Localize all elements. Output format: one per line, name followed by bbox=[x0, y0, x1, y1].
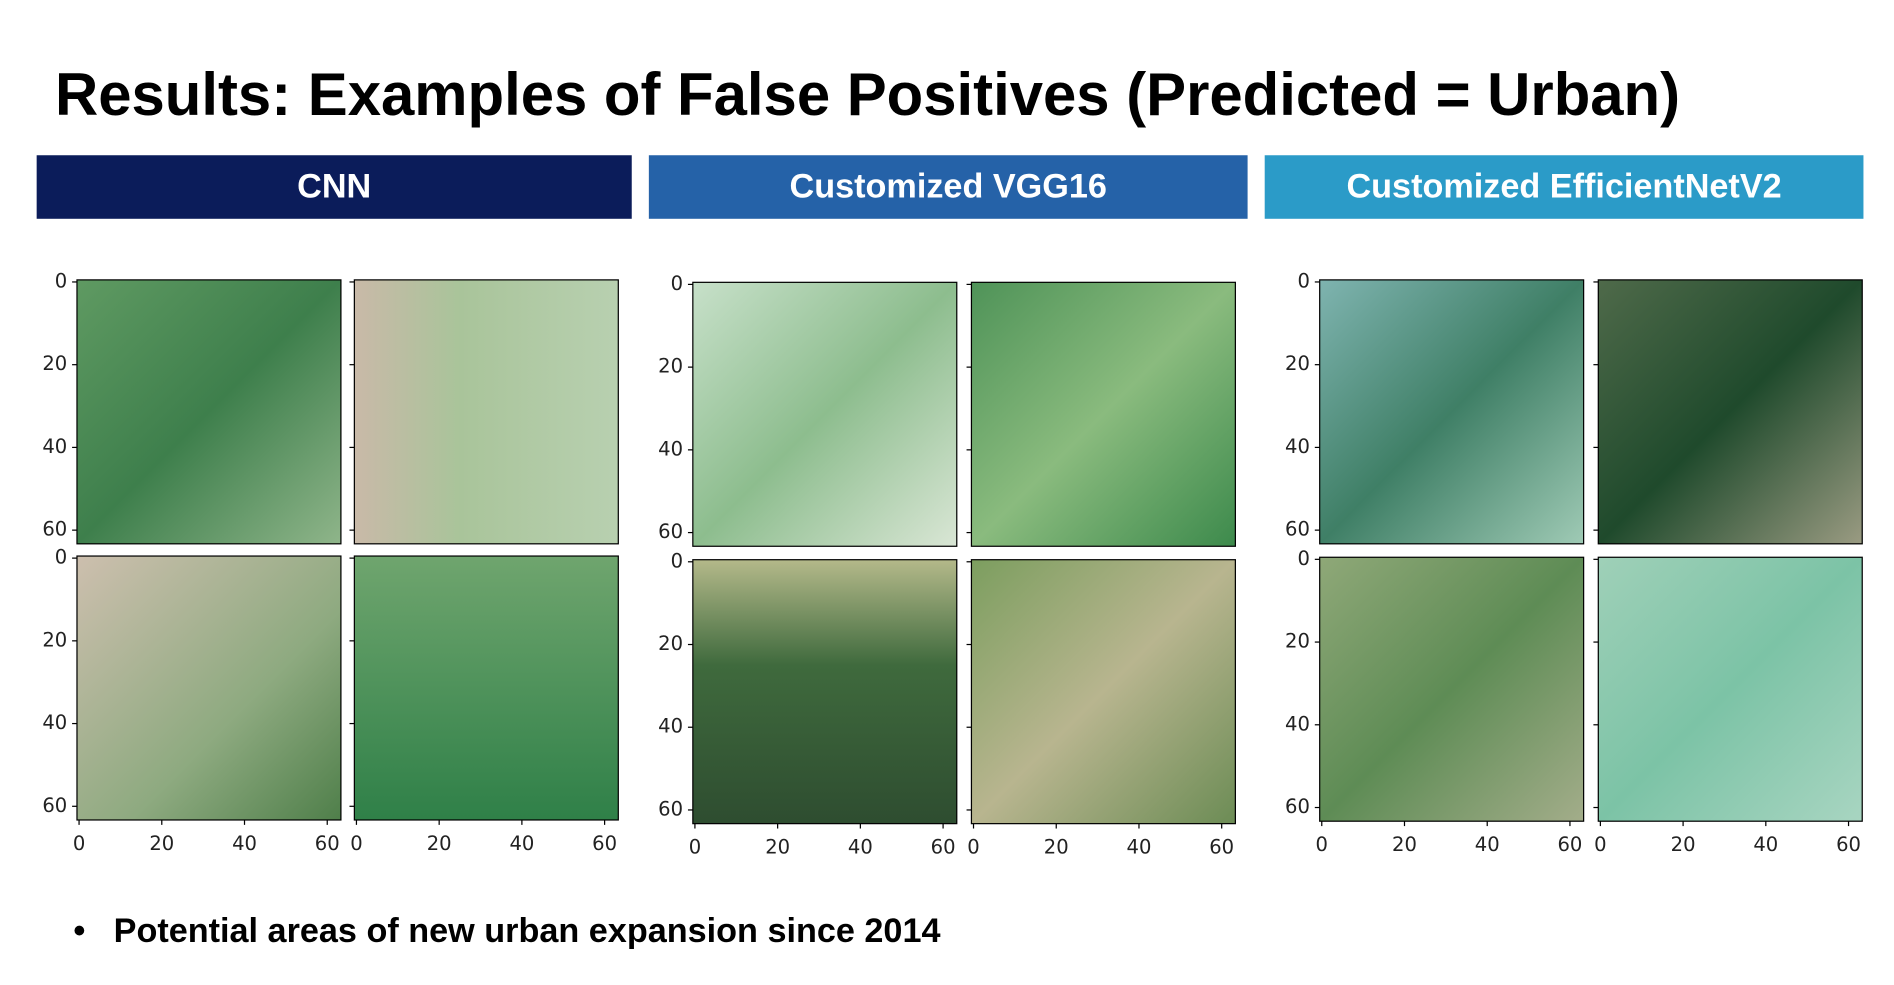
x-tick-label: 20 bbox=[1044, 836, 1069, 859]
y-tick-label: 0 bbox=[1297, 269, 1309, 292]
y-tick-label: 40 bbox=[42, 435, 67, 458]
x-tick-label: 0 bbox=[967, 836, 979, 859]
x-tick-label: 20 bbox=[765, 836, 790, 859]
satellite-image bbox=[970, 559, 1236, 825]
satellite-image bbox=[353, 279, 619, 545]
y-tick-label: 20 bbox=[1285, 630, 1310, 653]
y-tick-label: 60 bbox=[42, 794, 67, 817]
x-tick-label: 60 bbox=[931, 836, 956, 859]
x-tick-label: 20 bbox=[1671, 833, 1696, 856]
x-tick-label: 20 bbox=[149, 832, 174, 855]
y-tick-label: 40 bbox=[1285, 435, 1310, 458]
satellite-image bbox=[76, 555, 342, 821]
panel-header bbox=[36, 155, 632, 219]
x-tick-label: 40 bbox=[1475, 833, 1500, 856]
satellite-image bbox=[970, 281, 1236, 547]
y-tick-label: 0 bbox=[1297, 547, 1309, 570]
y-tick-label: 20 bbox=[658, 632, 683, 655]
panel-header-text: Customized VGG16 bbox=[790, 167, 1107, 205]
x-tick-label: 60 bbox=[315, 832, 340, 855]
y-tick-label: 60 bbox=[658, 520, 683, 543]
satellite-image bbox=[692, 559, 958, 825]
x-tick-label: 0 bbox=[350, 832, 362, 855]
satellite-image bbox=[1319, 556, 1585, 822]
panel-header bbox=[1264, 155, 1864, 219]
satellite-image bbox=[353, 555, 619, 821]
x-tick-label: 0 bbox=[1316, 833, 1328, 856]
y-tick-label: 0 bbox=[55, 546, 67, 569]
y-tick-label: 20 bbox=[42, 352, 67, 375]
x-tick-label: 40 bbox=[1127, 836, 1152, 859]
x-tick-label: 0 bbox=[73, 832, 85, 855]
x-tick-label: 60 bbox=[592, 832, 617, 855]
y-tick-label: 20 bbox=[658, 355, 683, 378]
y-tick-label: 20 bbox=[42, 628, 67, 651]
x-tick-label: 40 bbox=[509, 832, 534, 855]
x-tick-label: 60 bbox=[1558, 833, 1583, 856]
x-tick-label: 0 bbox=[1594, 833, 1606, 856]
x-tick-label: 20 bbox=[427, 832, 452, 855]
y-tick-label: 60 bbox=[658, 797, 683, 820]
satellite-image bbox=[76, 279, 342, 545]
y-tick-label: 60 bbox=[1285, 518, 1310, 541]
y-tick-label: 0 bbox=[55, 269, 67, 292]
satellite-image bbox=[1597, 279, 1863, 545]
bullet-text: Potential areas of new urban expansion s… bbox=[114, 912, 941, 950]
y-tick-label: 40 bbox=[658, 437, 683, 460]
panel-header bbox=[648, 155, 1248, 219]
satellite-image bbox=[1597, 556, 1863, 822]
y-tick-label: 40 bbox=[658, 715, 683, 738]
y-tick-label: 40 bbox=[42, 711, 67, 734]
y-tick-label: 40 bbox=[1285, 712, 1310, 735]
y-tick-label: 20 bbox=[1285, 352, 1310, 375]
x-tick-label: 0 bbox=[689, 836, 701, 859]
panel-header-text: Customized EfficientNetV2 bbox=[1346, 167, 1781, 205]
satellite-image bbox=[692, 281, 958, 547]
slide-title: Results: Examples of False Positives (Pr… bbox=[55, 61, 1680, 128]
panel-header-text: CNN bbox=[297, 167, 371, 205]
x-tick-label: 40 bbox=[1753, 833, 1778, 856]
y-tick-label: 0 bbox=[671, 549, 683, 572]
x-tick-label: 60 bbox=[1209, 836, 1234, 859]
y-tick-label: 60 bbox=[1285, 795, 1310, 818]
satellite-image bbox=[1319, 279, 1585, 545]
x-tick-label: 60 bbox=[1836, 833, 1861, 856]
x-tick-label: 40 bbox=[232, 832, 257, 855]
y-tick-label: 0 bbox=[671, 272, 683, 295]
y-tick-label: 60 bbox=[42, 518, 67, 541]
bullet-dot: • bbox=[73, 912, 85, 950]
x-tick-label: 40 bbox=[848, 836, 873, 859]
x-tick-label: 20 bbox=[1392, 833, 1417, 856]
